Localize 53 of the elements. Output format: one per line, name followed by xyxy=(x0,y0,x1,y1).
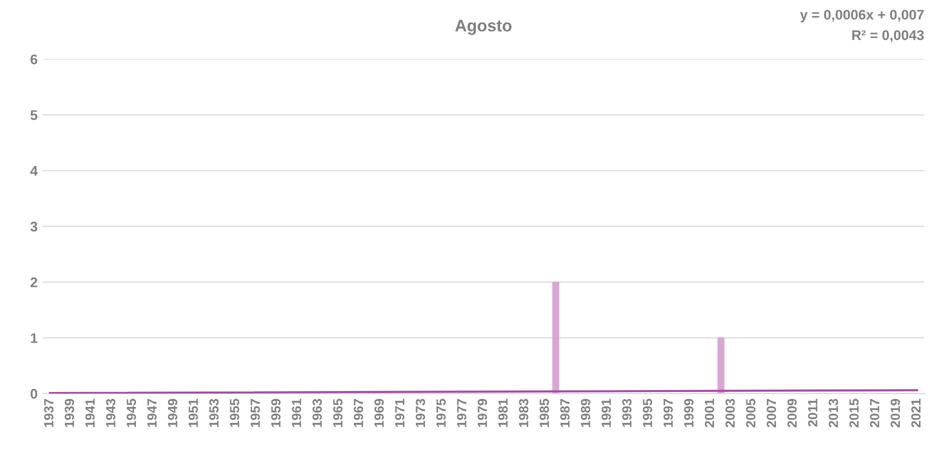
x-tick-label: 2013 xyxy=(828,398,838,428)
x-tick-label: 1985 xyxy=(540,398,549,427)
x-tick-label: 2017 xyxy=(870,399,880,428)
x-tick-label: 2005 xyxy=(746,398,756,428)
x-tick-label: 1953 xyxy=(209,398,219,427)
y-tick-label: 4 xyxy=(30,166,38,176)
x-tick-label: 1941 xyxy=(85,398,95,427)
x-tick-label: 2021 xyxy=(911,398,921,428)
x-tick-label: 2003 xyxy=(725,398,735,428)
x-tick-label: 1967 xyxy=(354,399,364,427)
x-tick-label: 1937 xyxy=(44,399,54,427)
x-tick-label: 2011 xyxy=(808,398,818,427)
x-tick-label: 1947 xyxy=(147,399,157,427)
x-tick-label: 1939 xyxy=(64,398,74,427)
x-tick-label: 1993 xyxy=(622,398,632,427)
x-tick-label: 1955 xyxy=(230,398,240,427)
text: y = 0,0006x + 0,007 xyxy=(800,10,924,22)
text: R² = 0,0043 xyxy=(852,30,924,42)
x-tick-label: 1961 xyxy=(292,398,302,427)
x-tick-label: 1965 xyxy=(333,398,342,427)
x-tick-label: 1987 xyxy=(560,399,570,427)
x-tick-label: 1977 xyxy=(457,399,466,427)
x-tick-label: 1981 xyxy=(498,398,508,427)
x-tick-label: 2009 xyxy=(787,398,797,428)
x-tick-label: 1999 xyxy=(684,398,694,427)
x-tick-label: 1971 xyxy=(395,398,404,427)
chart-title: Agosto xyxy=(455,20,512,35)
x-tick-label: 1963 xyxy=(312,398,322,427)
y-tick-label: 3 xyxy=(30,222,38,232)
x-tick-label: 1983 xyxy=(518,398,528,427)
x-tick-label: 1945 xyxy=(126,398,136,427)
y-tick-label: 2 xyxy=(30,277,38,288)
x-tick-label: 1975 xyxy=(436,398,446,427)
x-tick-label: 1995 xyxy=(642,398,652,427)
x-tick-label: 1973 xyxy=(416,398,426,427)
y-tick-label: 5 xyxy=(30,110,38,120)
y-tick-label: 1 xyxy=(30,333,38,343)
x-tick-label: 2007 xyxy=(766,399,776,428)
x-tick-label: 1979 xyxy=(478,398,488,427)
x-tick-label: 1949 xyxy=(168,398,178,427)
x-tick-label: 2019 xyxy=(890,398,900,428)
x-tick-label: 2001 xyxy=(704,398,714,428)
y-tick-label: 6 xyxy=(30,54,38,64)
x-tick-label: 1957 xyxy=(250,399,260,427)
y-tick-label: 0 xyxy=(30,388,38,399)
x-tick-label: 1989 xyxy=(580,398,590,427)
x-tick-label: 1997 xyxy=(664,399,673,427)
x-tick-label: 2015 xyxy=(849,398,859,428)
x-tick-label: 1943 xyxy=(106,398,116,427)
x-tick-label: 1969 xyxy=(374,398,384,427)
x-tick-label: 1959 xyxy=(271,398,281,427)
x-tick-label: 1991 xyxy=(602,398,611,427)
x-tick-label: 1951 xyxy=(188,398,198,427)
